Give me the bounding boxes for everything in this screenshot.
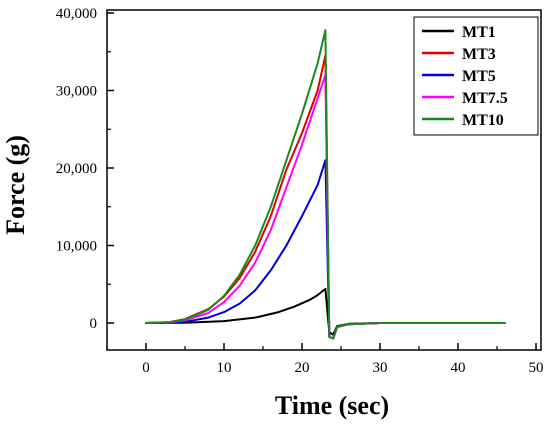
x-tick-label-30: 30 xyxy=(373,360,388,376)
x-tick-label-20: 20 xyxy=(295,360,310,376)
x-tick-label-0: 0 xyxy=(142,360,150,376)
x-tick-label-10: 10 xyxy=(217,360,232,376)
axes-layer xyxy=(106,9,542,351)
legend-label-mt3: MT3 xyxy=(462,46,496,63)
y-tick-label-10000: 10,000 xyxy=(56,239,97,255)
legend-label-mt7-5: MT7.5 xyxy=(462,90,508,107)
legend-label-mt5: MT5 xyxy=(462,68,496,85)
y-tick-label-20000: 20,000 xyxy=(56,161,97,177)
x-tick-label-40: 40 xyxy=(451,360,466,376)
plot-frame xyxy=(106,9,542,351)
x-axis-title: Time (sec) xyxy=(275,391,389,420)
series-line-mt10 xyxy=(145,29,506,340)
legend-label-mt1: MT1 xyxy=(462,24,496,41)
y-tick-label-0: 0 xyxy=(90,316,98,332)
y-tick-label-30000: 30,000 xyxy=(56,84,97,100)
ticks-layer: 0 10 20 30 40 50 0 10,000 20,000 30,000 40,000 xyxy=(56,6,544,376)
y-axis-title: Force (g) xyxy=(1,135,30,235)
x-tick-label-50: 50 xyxy=(529,360,544,376)
y-tick-label-40000: 40,000 xyxy=(56,6,97,22)
legend-label-mt10: MT10 xyxy=(462,112,504,129)
series-layer xyxy=(145,29,506,340)
legend: MT1 MT3 MT5 MT7.5 MT10 xyxy=(413,16,539,136)
